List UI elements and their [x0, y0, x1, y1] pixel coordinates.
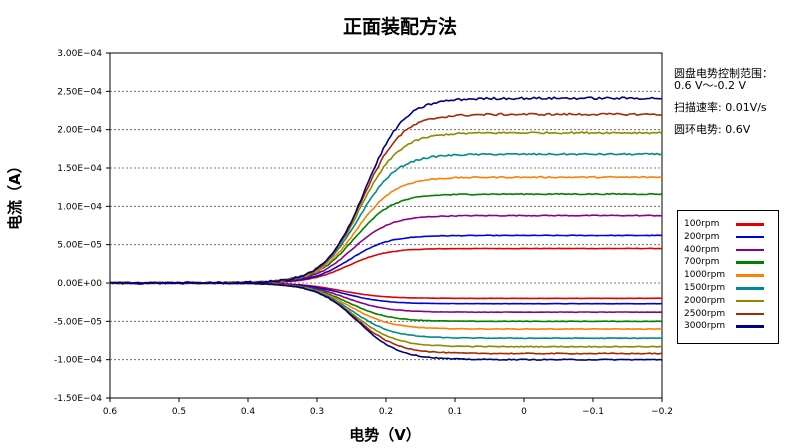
legend-label: 2000rpm: [684, 295, 726, 306]
legend-label: 1000rpm: [684, 270, 726, 281]
ring-curve-2000rpm: [109, 281, 663, 348]
x-tick-label: 0: [521, 407, 527, 417]
disk-curve-1500rpm: [109, 152, 663, 285]
legend-swatch: [736, 223, 764, 226]
x-tick-label: −0.2: [651, 407, 673, 417]
legend-swatch: [736, 287, 764, 290]
legend-label: 200rpm: [684, 231, 720, 242]
legend-label: 100rpm: [684, 219, 720, 229]
y-tick-label: 2.00E−04: [57, 126, 102, 136]
ring-curve-200rpm: [109, 282, 662, 305]
ring-curve-1000rpm: [109, 281, 663, 331]
x-tick-label: 0.5: [172, 407, 186, 417]
ring-curve-1500rpm: [109, 281, 663, 340]
disk-curve-3000rpm: [109, 96, 663, 285]
annotation-disk-range: 圆盘电势控制范围： 0.6 V～-0.2 V: [674, 67, 773, 92]
ring-curve-100rpm: [109, 282, 663, 300]
legend: 100rpm 200rpm 400rpm 700rpm 1000rpm 1500rpm 20…: [677, 210, 779, 344]
disk-curve-2500rpm: [109, 112, 663, 285]
legend-swatch: [736, 299, 764, 303]
annotation-scan-rate: 扫描速率: 0.01V/s: [674, 101, 767, 114]
x-tick-label: 0.3: [310, 407, 324, 417]
chart-title: 正面装配方法: [342, 16, 457, 38]
disk-curve-1000rpm: [110, 175, 663, 285]
ring-curve-700rpm: [109, 281, 663, 323]
x-axis-label: 电势（V）: [349, 426, 421, 444]
x-tick-label: 0.2: [379, 407, 393, 417]
x-tick-label: 0.4: [241, 407, 256, 417]
disk-curve-700rpm: [109, 192, 663, 285]
y-tick-label: -1.00E−04: [54, 356, 102, 366]
legend-swatch: [736, 325, 764, 328]
annotation-ring-potential: 圆环电势: 0.6V: [674, 123, 751, 136]
disk-curve-200rpm: [110, 234, 663, 285]
y-tick-label: 1.50E−04: [57, 164, 102, 174]
x-tick-label: −0.1: [582, 407, 604, 417]
y-tick-label: 1.00E−04: [57, 202, 102, 212]
legend-label: 700rpm: [684, 257, 720, 268]
ring-curve-2500rpm: [109, 281, 663, 355]
x-tick-label: 0.1: [448, 407, 462, 417]
y-tick-label: 2.50E−04: [57, 87, 102, 97]
legend-label: 3000rpm: [684, 321, 726, 332]
y-tick-label: -5.00E−05: [54, 317, 102, 327]
legend-label: 2500rpm: [684, 308, 726, 319]
x-tick-label: 0.6: [103, 407, 118, 417]
y-tick-label: 3.00E−04: [57, 49, 102, 59]
annotations: 圆盘电势控制范围： 0.6 V～-0.2 V 扫描速率: 0.01V/s 圆环电…: [674, 68, 773, 146]
ring-curve-3000rpm: [109, 281, 663, 361]
legend-swatch: [736, 248, 764, 252]
disk-curve-100rpm: [109, 247, 662, 285]
y-axis-label: 电流（A）: [6, 158, 24, 230]
legend-label: 400rpm: [684, 244, 720, 255]
legend-label: 1500rpm: [684, 283, 726, 293]
legend-swatch: [736, 235, 764, 239]
legend-swatch: [736, 261, 764, 264]
y-tick-label: 5.00E−05: [57, 241, 102, 251]
y-tick-label: -1.50E−04: [54, 394, 102, 404]
legend-swatch: [736, 274, 764, 277]
legend-swatch: [736, 312, 764, 316]
y-tick-label: 0.00E+00: [57, 279, 102, 289]
